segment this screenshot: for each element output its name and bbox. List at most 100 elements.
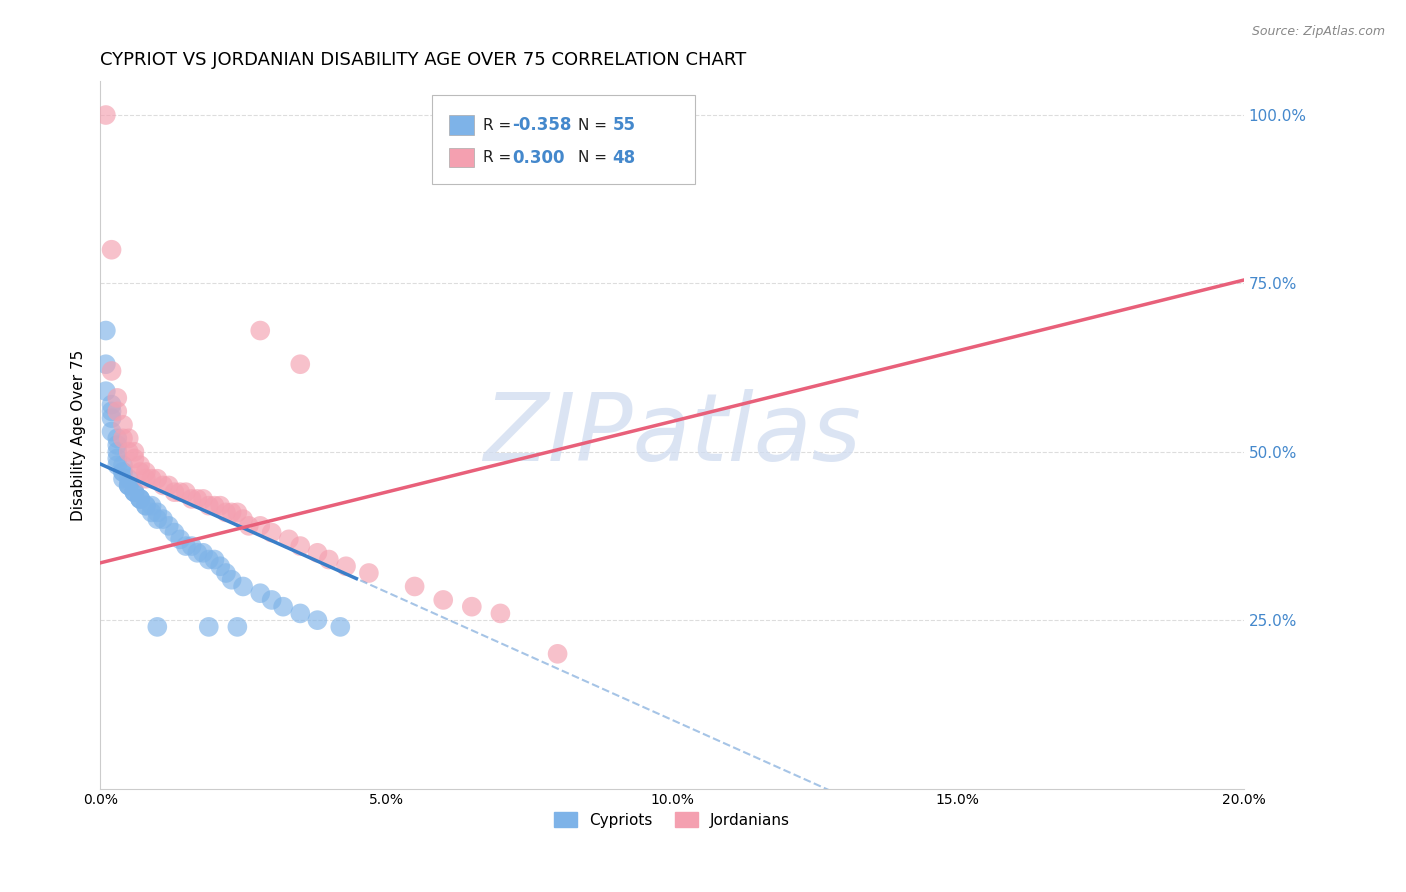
Point — [118, 478, 141, 492]
Point — [105, 404, 128, 418]
Point — [105, 458, 128, 473]
Point — [135, 499, 157, 513]
Text: N =: N = — [578, 118, 612, 133]
Point — [105, 391, 128, 405]
Point — [111, 417, 134, 432]
Point — [290, 357, 312, 371]
Point — [221, 505, 243, 519]
Point — [271, 599, 294, 614]
Text: R =: R = — [484, 150, 522, 165]
Point — [174, 539, 197, 553]
Point — [129, 491, 152, 506]
Point — [146, 505, 169, 519]
Point — [135, 472, 157, 486]
Point — [191, 546, 214, 560]
Point — [180, 539, 202, 553]
Point — [157, 478, 180, 492]
Point — [100, 404, 122, 418]
Point — [100, 425, 122, 439]
Point — [260, 525, 283, 540]
Point — [135, 499, 157, 513]
Point — [163, 525, 186, 540]
Point — [124, 485, 146, 500]
Point — [307, 613, 329, 627]
Point — [118, 431, 141, 445]
Point — [221, 573, 243, 587]
Point — [232, 579, 254, 593]
Point — [204, 499, 226, 513]
Point — [124, 485, 146, 500]
Point — [163, 485, 186, 500]
Point — [204, 552, 226, 566]
Point — [357, 566, 380, 580]
Text: N =: N = — [578, 150, 612, 165]
FancyBboxPatch shape — [449, 115, 474, 135]
Text: 0.300: 0.300 — [512, 149, 564, 167]
Point — [249, 324, 271, 338]
FancyBboxPatch shape — [449, 148, 474, 168]
Point — [329, 620, 352, 634]
Point — [118, 478, 141, 492]
Point — [129, 458, 152, 473]
Point — [124, 444, 146, 458]
Point — [152, 478, 174, 492]
Point — [152, 512, 174, 526]
Point — [141, 472, 163, 486]
Text: CYPRIOT VS JORDANIAN DISABILITY AGE OVER 75 CORRELATION CHART: CYPRIOT VS JORDANIAN DISABILITY AGE OVER… — [100, 51, 747, 69]
Point — [290, 539, 312, 553]
Point — [215, 505, 238, 519]
Point — [146, 472, 169, 486]
Point — [461, 599, 484, 614]
Point — [129, 491, 152, 506]
Point — [226, 505, 249, 519]
Y-axis label: Disability Age Over 75: Disability Age Over 75 — [72, 350, 86, 521]
Point — [197, 499, 219, 513]
Point — [111, 431, 134, 445]
Point — [186, 546, 208, 560]
Point — [157, 519, 180, 533]
Point — [197, 552, 219, 566]
Point — [94, 108, 117, 122]
Point — [100, 411, 122, 425]
Point — [135, 465, 157, 479]
Point — [277, 533, 299, 547]
Point — [209, 559, 232, 574]
Point — [100, 243, 122, 257]
Point — [118, 444, 141, 458]
Point — [169, 485, 191, 500]
Point — [146, 620, 169, 634]
Point — [94, 357, 117, 371]
Point — [100, 398, 122, 412]
Point — [209, 499, 232, 513]
Point — [94, 384, 117, 399]
Point — [105, 451, 128, 466]
Text: -0.358: -0.358 — [512, 116, 571, 134]
Point — [111, 465, 134, 479]
Point — [432, 593, 454, 607]
Point — [105, 438, 128, 452]
Text: 55: 55 — [613, 116, 636, 134]
Point — [404, 579, 426, 593]
Point — [290, 607, 312, 621]
Point — [249, 519, 271, 533]
Point — [146, 512, 169, 526]
Point — [124, 451, 146, 466]
Text: R =: R = — [484, 118, 516, 133]
Point — [94, 324, 117, 338]
Point — [169, 533, 191, 547]
Point — [238, 519, 260, 533]
Point — [318, 552, 340, 566]
Point — [111, 472, 134, 486]
Point — [215, 566, 238, 580]
Point — [111, 465, 134, 479]
Point — [105, 444, 128, 458]
FancyBboxPatch shape — [432, 95, 695, 184]
Point — [141, 499, 163, 513]
Legend: Cypriots, Jordanians: Cypriots, Jordanians — [547, 805, 796, 834]
Point — [105, 431, 128, 445]
Point — [129, 465, 152, 479]
Point — [489, 607, 512, 621]
Point — [129, 491, 152, 506]
Point — [232, 512, 254, 526]
Point — [197, 620, 219, 634]
